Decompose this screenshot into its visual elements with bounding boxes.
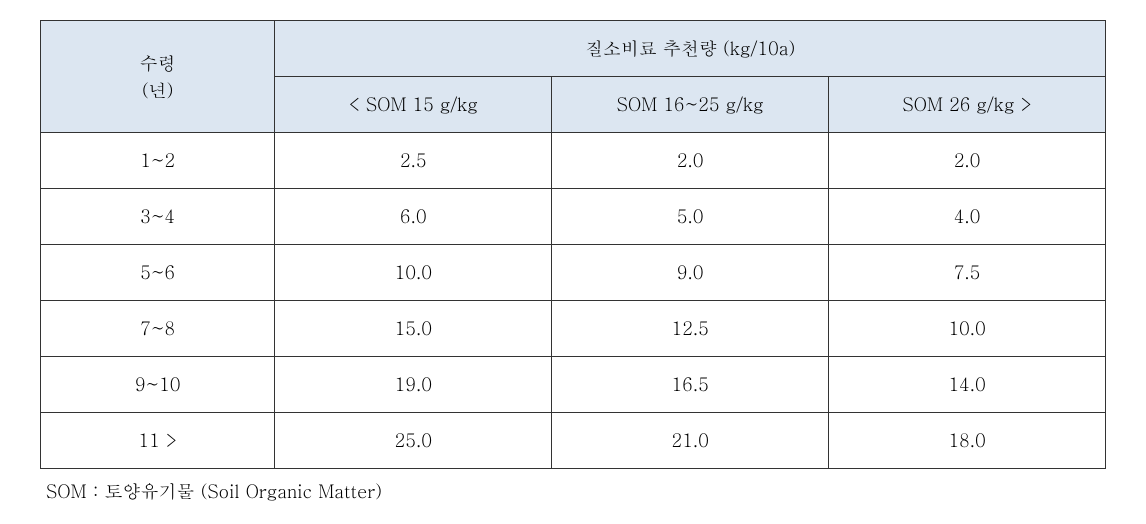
data-cell: 14.0 xyxy=(829,357,1106,413)
data-cell: 15.0 xyxy=(275,301,552,357)
age-cell: 7~8 xyxy=(41,301,275,357)
data-cell: 10.0 xyxy=(829,301,1106,357)
subcol-header-2: SOM 16~25 g/kg xyxy=(552,77,829,133)
data-cell: 10.0 xyxy=(275,245,552,301)
data-cell: 19.0 xyxy=(275,357,552,413)
age-cell: 5~6 xyxy=(41,245,275,301)
age-header-cell: 수령 (년) xyxy=(41,21,275,133)
table-row: 5~6 10.0 9.0 7.5 xyxy=(41,245,1106,301)
data-cell: 25.0 xyxy=(275,413,552,469)
data-cell: 2.0 xyxy=(829,133,1106,189)
subcol-header-3: SOM 26 g/kg > xyxy=(829,77,1106,133)
table-row: 9~10 19.0 16.5 14.0 xyxy=(41,357,1106,413)
footnote-text: SOM : 토양유기물 (Soil Organic Matter) xyxy=(40,479,1106,504)
table-row: 11 > 25.0 21.0 18.0 xyxy=(41,413,1106,469)
table-row: 7~8 15.0 12.5 10.0 xyxy=(41,301,1106,357)
age-header-line1: 수령 xyxy=(140,51,176,76)
data-cell: 7.5 xyxy=(829,245,1106,301)
data-cell: 6.0 xyxy=(275,189,552,245)
data-cell: 18.0 xyxy=(829,413,1106,469)
data-cell: 2.0 xyxy=(552,133,829,189)
age-cell: 11 > xyxy=(41,413,275,469)
age-cell: 1~2 xyxy=(41,133,275,189)
age-cell: 3~4 xyxy=(41,189,275,245)
table-row: 3~4 6.0 5.0 4.0 xyxy=(41,189,1106,245)
data-cell: 5.0 xyxy=(552,189,829,245)
data-cell: 16.5 xyxy=(552,357,829,413)
table-body: 1~2 2.5 2.0 2.0 3~4 6.0 5.0 4.0 5~6 10.0… xyxy=(41,133,1106,469)
group-header-cell: 질소비료 추천량 (kg/10a) xyxy=(275,21,1106,77)
age-header-line2: (년) xyxy=(142,78,174,103)
data-cell: 4.0 xyxy=(829,189,1106,245)
data-cell: 2.5 xyxy=(275,133,552,189)
data-cell: 9.0 xyxy=(552,245,829,301)
table-row: 1~2 2.5 2.0 2.0 xyxy=(41,133,1106,189)
subcol-header-1: < SOM 15 g/kg xyxy=(275,77,552,133)
fertilizer-table: 수령 (년) 질소비료 추천량 (kg/10a) < SOM 15 g/kg S… xyxy=(40,20,1106,469)
age-cell: 9~10 xyxy=(41,357,275,413)
table-header: 수령 (년) 질소비료 추천량 (kg/10a) < SOM 15 g/kg S… xyxy=(41,21,1106,133)
data-cell: 21.0 xyxy=(552,413,829,469)
table-header-row-1: 수령 (년) 질소비료 추천량 (kg/10a) xyxy=(41,21,1106,77)
data-cell: 12.5 xyxy=(552,301,829,357)
